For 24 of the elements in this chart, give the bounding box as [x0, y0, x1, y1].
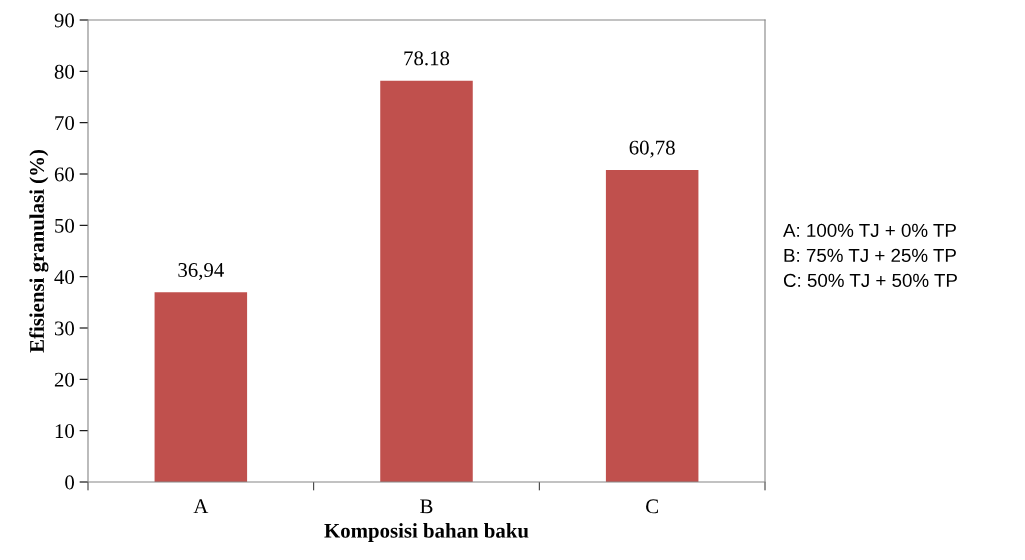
y-tick-label: 10 [55, 424, 75, 439]
y-tick-label: 50 [55, 218, 75, 233]
data-label: 36,94 [178, 263, 224, 281]
text: C: 50% TJ + 50% TP [783, 273, 957, 288]
bar [605, 170, 699, 482]
y-tick-label: 70 [55, 116, 75, 131]
y-tick-label: 90 [54, 13, 75, 28]
y-tick-label: 30 [54, 321, 75, 336]
y-tick-label: 60 [54, 167, 75, 182]
y-tick-label: 80 [54, 64, 75, 79]
y-tick-label: 20 [54, 372, 75, 387]
x-axis-title: Komposisi bahan baku [324, 523, 529, 543]
text: A: 100% TJ + 0% TP [783, 223, 956, 238]
bar [380, 80, 473, 482]
x-tick-label: B [420, 499, 433, 514]
text: B: 75% TJ + 25% TP [784, 248, 956, 263]
x-tick-label: A [193, 499, 209, 514]
y-tick-label: 0 [65, 475, 75, 490]
bar [154, 292, 248, 482]
data-label: 78.18 [404, 51, 450, 66]
x-tick-label: C [646, 499, 658, 514]
y-tick-label: 40 [54, 270, 75, 285]
y-axis-title: Efisiensi granulasi (%) [29, 150, 49, 353]
data-label: 60,78 [629, 140, 675, 158]
